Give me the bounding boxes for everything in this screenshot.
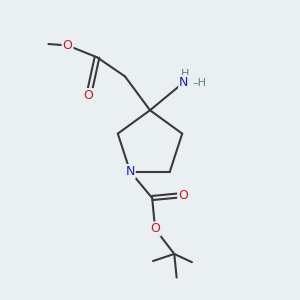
Text: H: H xyxy=(181,69,190,79)
Text: N: N xyxy=(125,165,135,178)
Text: O: O xyxy=(63,39,73,52)
Text: O: O xyxy=(178,189,188,202)
Text: N: N xyxy=(179,76,188,89)
Text: O: O xyxy=(150,222,160,236)
Text: –H: –H xyxy=(192,78,206,88)
Text: O: O xyxy=(83,89,93,102)
